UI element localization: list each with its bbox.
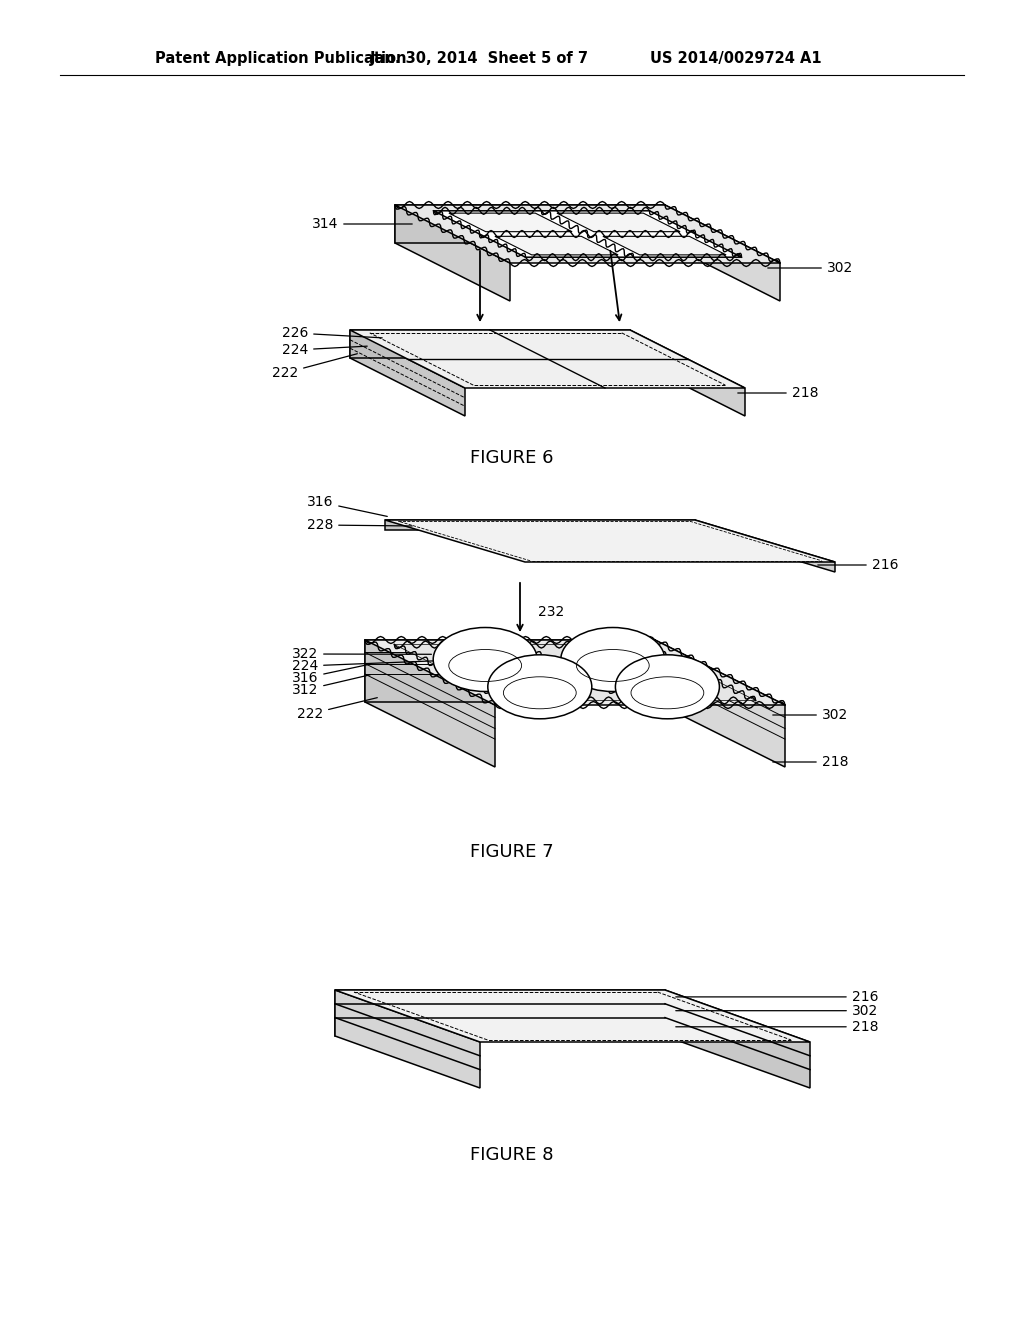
Text: Jan. 30, 2014  Sheet 5 of 7: Jan. 30, 2014 Sheet 5 of 7: [370, 50, 589, 66]
Text: 322: 322: [292, 647, 431, 661]
Polygon shape: [433, 211, 741, 257]
Polygon shape: [335, 990, 810, 1041]
Text: 224: 224: [292, 659, 433, 673]
Polygon shape: [385, 520, 695, 531]
Polygon shape: [395, 205, 780, 263]
Polygon shape: [395, 205, 665, 243]
Polygon shape: [394, 644, 756, 701]
Polygon shape: [335, 990, 665, 1036]
Text: US 2014/0029724 A1: US 2014/0029724 A1: [650, 50, 821, 66]
Polygon shape: [665, 205, 780, 301]
Text: 218: 218: [676, 1020, 879, 1034]
Text: 302: 302: [768, 261, 853, 275]
Polygon shape: [365, 640, 785, 705]
Text: 224: 224: [282, 343, 368, 356]
Polygon shape: [665, 990, 810, 1088]
Ellipse shape: [561, 627, 665, 692]
Text: 226: 226: [282, 326, 382, 341]
Text: 228: 228: [307, 517, 413, 532]
Text: 222: 222: [272, 354, 357, 380]
Text: 316: 316: [292, 664, 371, 685]
Polygon shape: [630, 330, 745, 416]
Polygon shape: [449, 213, 572, 232]
Text: 302: 302: [676, 1003, 879, 1018]
Text: 316: 316: [307, 495, 387, 516]
Polygon shape: [350, 330, 745, 388]
Polygon shape: [557, 213, 680, 232]
Polygon shape: [385, 520, 835, 562]
Text: FIGURE 7: FIGURE 7: [470, 843, 554, 861]
Text: 218: 218: [773, 755, 848, 770]
Text: 216: 216: [818, 558, 898, 572]
Text: FIGURE 8: FIGURE 8: [470, 1146, 554, 1164]
Text: FIGURE 6: FIGURE 6: [470, 449, 554, 467]
Polygon shape: [350, 330, 465, 416]
Polygon shape: [365, 640, 495, 767]
Polygon shape: [335, 990, 480, 1088]
Polygon shape: [365, 640, 655, 702]
Text: 218: 218: [737, 385, 818, 400]
Text: 314: 314: [312, 216, 413, 231]
Text: 222: 222: [297, 698, 377, 721]
Text: 232: 232: [538, 605, 564, 619]
Ellipse shape: [433, 627, 538, 692]
Text: 216: 216: [676, 990, 879, 1005]
Polygon shape: [395, 205, 510, 301]
Polygon shape: [603, 236, 726, 255]
Polygon shape: [495, 236, 618, 255]
Polygon shape: [655, 640, 785, 767]
Text: 302: 302: [773, 708, 848, 722]
Polygon shape: [695, 520, 835, 572]
Text: 312: 312: [292, 675, 371, 697]
Text: Patent Application Publication: Patent Application Publication: [155, 50, 407, 66]
Ellipse shape: [615, 655, 720, 719]
Polygon shape: [350, 330, 630, 358]
Ellipse shape: [487, 655, 592, 719]
